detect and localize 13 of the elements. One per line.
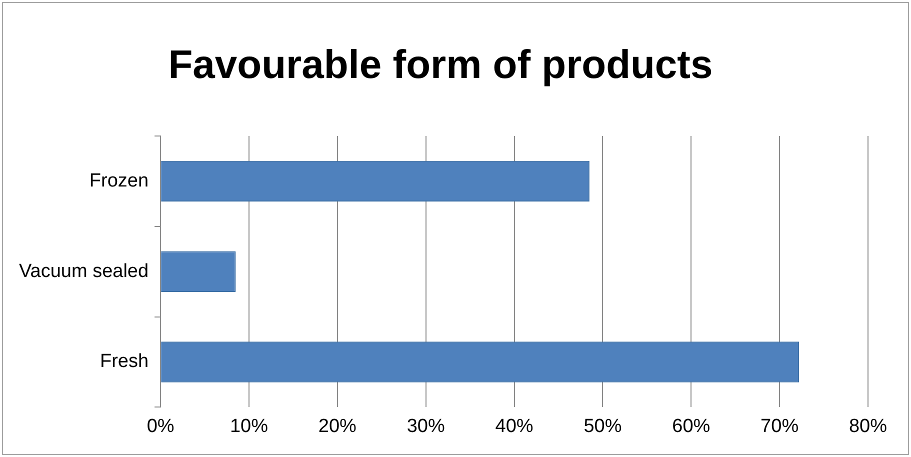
y-tick-label: Vacuum sealed bbox=[18, 260, 149, 282]
x-tick-label: 0% bbox=[146, 416, 174, 437]
x-tick-label: 60% bbox=[672, 416, 710, 437]
x-tick-label: 40% bbox=[495, 416, 534, 437]
chart-title: Favourable form of products bbox=[168, 43, 713, 88]
x-tick-label: 20% bbox=[318, 416, 357, 437]
y-tick-label: Fresh bbox=[100, 351, 149, 372]
x-tick-label: 10% bbox=[230, 416, 268, 437]
x-tick-label: 80% bbox=[848, 416, 888, 437]
x-tick-label: 30% bbox=[406, 416, 445, 437]
y-tick-label: Frozen bbox=[89, 170, 149, 192]
x-tick-label: 50% bbox=[584, 416, 622, 437]
x-tick-label: 70% bbox=[760, 416, 799, 437]
